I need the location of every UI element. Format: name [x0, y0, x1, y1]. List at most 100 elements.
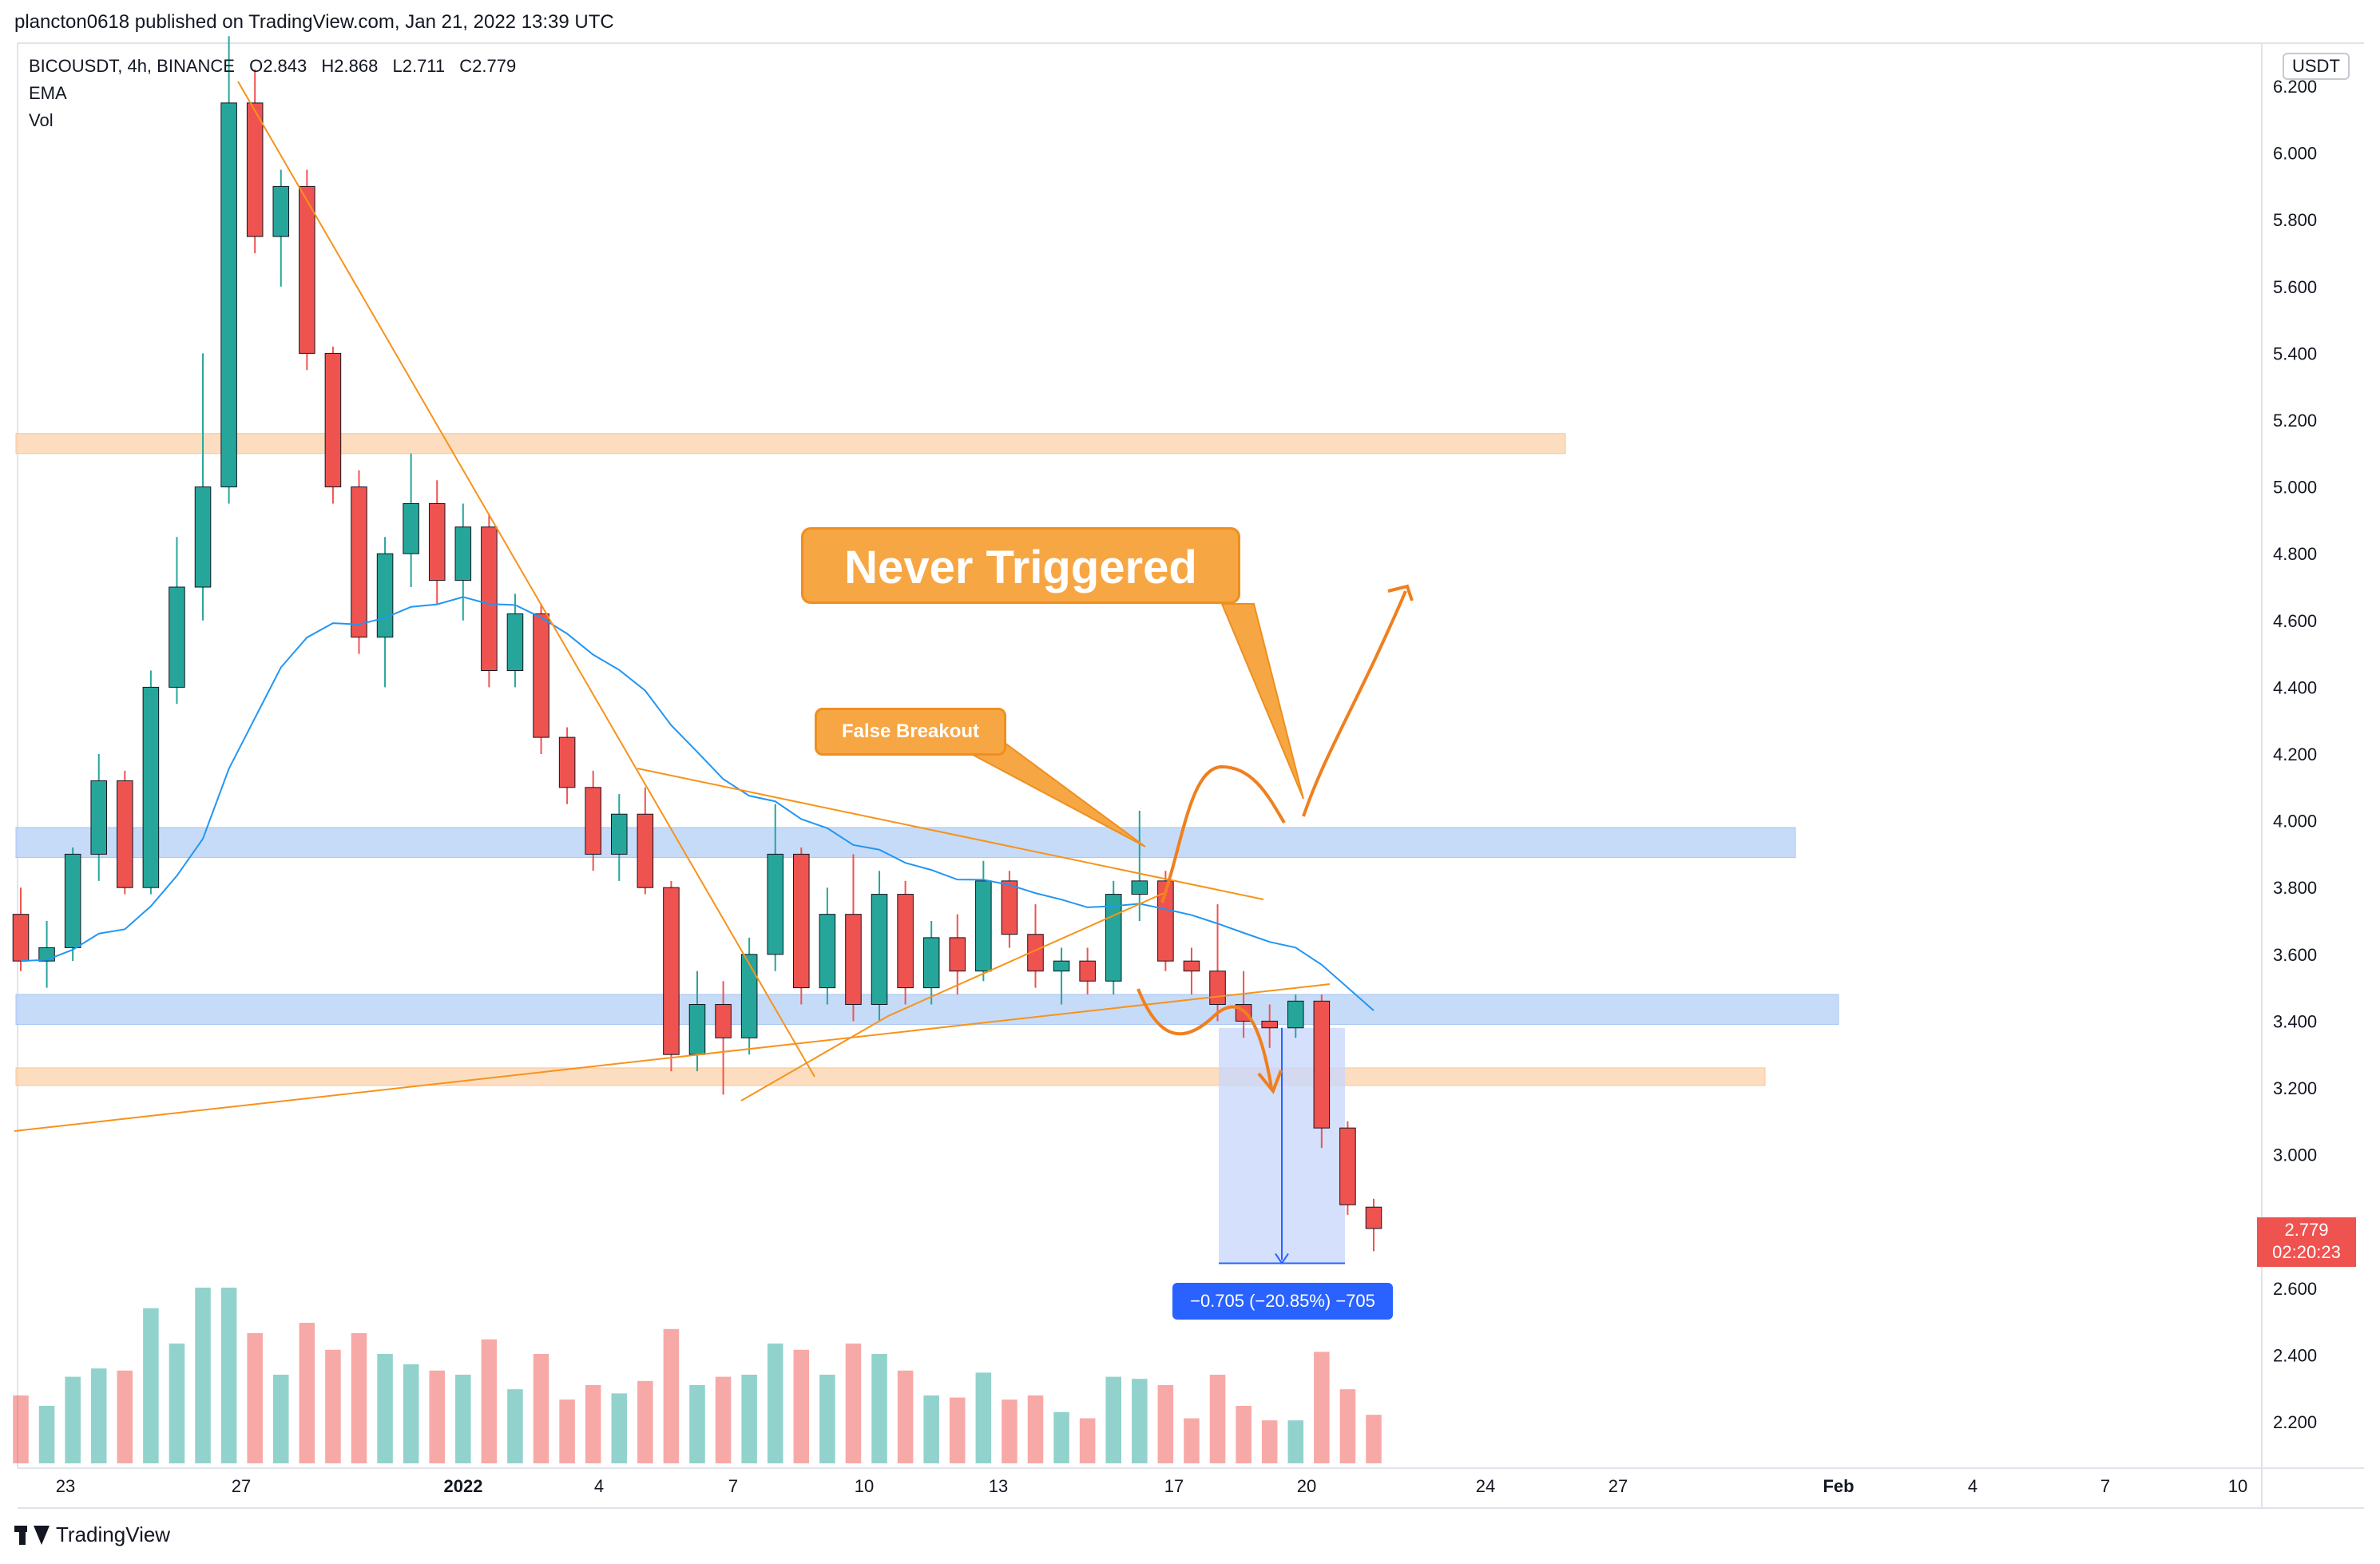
price-tick-label: 4.800: [2273, 544, 2317, 564]
candle-body: [715, 1004, 732, 1038]
volume-bar: [1339, 1389, 1356, 1463]
scenario-breakout-arrow: [1302, 590, 1407, 817]
price-tick-label: 6.000: [2273, 144, 2317, 164]
legend-open-value: 2.843: [263, 56, 307, 76]
candle-body: [533, 613, 549, 738]
never-triggered-callout[interactable]: Never Triggered: [801, 527, 1240, 604]
volume-bar: [1287, 1420, 1304, 1463]
volume-bar: [923, 1395, 939, 1463]
candle-body: [90, 780, 108, 855]
tradingview-logo-icon: [14, 1525, 50, 1545]
legend-open-key: O: [249, 56, 264, 76]
candle-body: [351, 486, 367, 638]
last-price-value: 2.779: [2284, 1220, 2329, 1240]
scenario-curve-up: [1160, 764, 1286, 903]
measure-label[interactable]: −0.705 (−20.85%) −705: [1172, 1283, 1393, 1320]
time-tick-label: 10: [2228, 1476, 2247, 1496]
price-axis-ticks: 6.200 6.000 5.800 5.600 5.400 5.200 5.000 4.800…: [2273, 77, 2317, 1432]
price-tick-label: 5.600: [2273, 277, 2317, 297]
volume-bar: [507, 1389, 523, 1463]
time-tick-label: 4: [1968, 1476, 1977, 1496]
price-tick-label: 3.800: [2273, 878, 2317, 898]
candle-body: [949, 937, 966, 972]
legend-indicator-ema[interactable]: EMA: [29, 83, 67, 103]
price-tick-label: 2.200: [2273, 1412, 2317, 1432]
rising-support-line: [14, 983, 1331, 1132]
candle-body: [819, 914, 836, 989]
arrow-head-icon: [1387, 584, 1414, 601]
volume-bar: [481, 1339, 498, 1463]
last-price-badge: 2.779 02:20:23: [2257, 1217, 2356, 1267]
never-triggered-pointer: [1220, 603, 1304, 800]
candle-body: [1287, 1000, 1304, 1029]
candle-body: [324, 352, 342, 488]
volume-bar: [65, 1376, 81, 1463]
legend-high-key: H: [321, 56, 335, 76]
volume-bar: [351, 1333, 367, 1463]
volume-bar: [949, 1397, 966, 1463]
candle-body: [1105, 894, 1122, 982]
volume-bar: [1261, 1420, 1278, 1463]
candle-body: [376, 553, 394, 638]
volume-bar: [377, 1354, 393, 1463]
time-tick-label: 4: [594, 1476, 604, 1496]
false-breakout-callout[interactable]: False Breakout: [815, 708, 1006, 756]
time-tick-label: 7: [2100, 1476, 2110, 1496]
volume-bar: [38, 1406, 55, 1463]
time-tick-label: 27: [1608, 1476, 1628, 1496]
resistance-zone-3: [15, 1067, 1766, 1086]
ema-line: [20, 596, 1374, 1011]
currency-badge[interactable]: USDT: [2283, 53, 2350, 80]
volume-bar: [845, 1344, 862, 1463]
time-tick-label: 20: [1297, 1476, 1316, 1496]
volume-bar: [272, 1375, 289, 1463]
legend-indicator-vol[interactable]: Vol: [29, 110, 54, 130]
candle-body: [1001, 880, 1018, 935]
volume-bar: [819, 1375, 835, 1463]
arrow-head-down-icon: [1257, 1070, 1283, 1094]
volume-layer: [13, 1288, 1382, 1463]
candle-body: [142, 686, 160, 888]
chart-legend: BICOUSDT, 4h, BINANCE O2.843 H2.868 L2.7…: [29, 53, 516, 134]
time-tick-label: 13: [989, 1476, 1008, 1496]
volume-bar: [325, 1349, 341, 1463]
candle-body: [1261, 1020, 1278, 1029]
volume-bar: [741, 1375, 757, 1463]
drawings-layer: [14, 81, 1414, 1132]
candle-body: [1027, 934, 1044, 972]
price-tick-label: 3.200: [2273, 1078, 2317, 1098]
ema-layer: [20, 596, 1374, 1011]
legend-close-key: C: [459, 56, 473, 76]
candle-body: [585, 787, 601, 855]
volume-bar: [1157, 1385, 1174, 1463]
volume-bar: [299, 1323, 315, 1463]
volume-bar: [871, 1354, 887, 1463]
price-tick-label: 2.400: [2273, 1345, 2317, 1365]
candles-layer: [12, 36, 1382, 1252]
candle-body: [1365, 1206, 1382, 1229]
candle-body: [793, 853, 810, 989]
brand-name: TradingView: [56, 1522, 171, 1546]
legend-low-key: L: [392, 56, 403, 76]
measure-arrow-head-icon: [1275, 1252, 1289, 1265]
brand-footer[interactable]: TradingView: [14, 1522, 170, 1547]
candle-body: [220, 102, 237, 488]
candle-body: [299, 185, 315, 354]
volume-bar: [220, 1288, 237, 1463]
time-tick-label: 2022: [444, 1476, 483, 1496]
time-axis-ticks: 23 27 2022 4 7 10 13 17 20 24 27 Feb 4 7 10: [56, 1476, 2247, 1496]
candle-body: [117, 780, 133, 888]
volume-bar: [1079, 1418, 1096, 1463]
candle-body: [922, 937, 940, 989]
volume-bar: [143, 1308, 159, 1463]
time-tick-label: 23: [56, 1476, 75, 1496]
volume-bar: [663, 1328, 680, 1463]
candle-body: [975, 880, 992, 972]
bar-countdown: 02:20:23: [2272, 1242, 2341, 1262]
price-tick-label: 3.400: [2273, 1011, 2317, 1031]
candle-body: [64, 853, 81, 948]
legend-low-value: 2.711: [402, 56, 446, 76]
legend-high-value: 2.868: [334, 56, 379, 76]
candle-body: [403, 503, 419, 554]
